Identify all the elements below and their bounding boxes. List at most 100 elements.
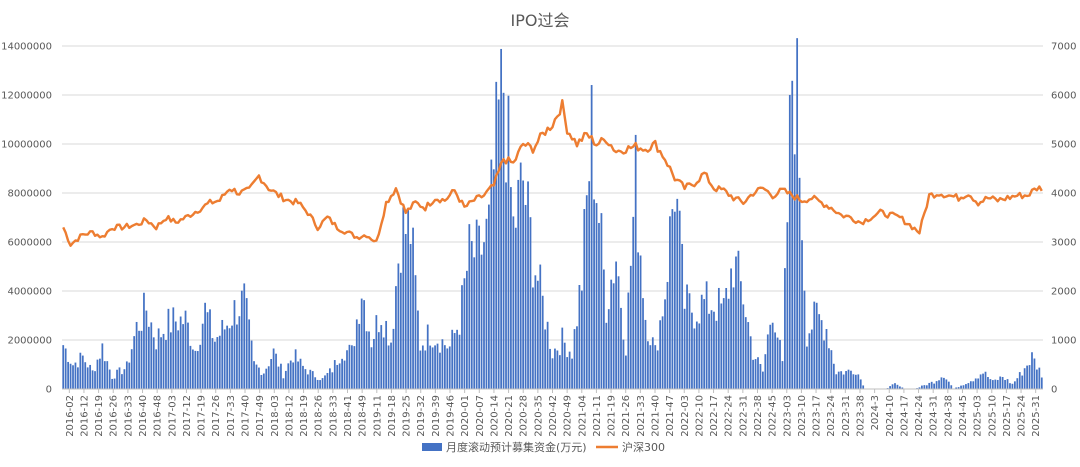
x-tick-label: 2017-49: [255, 395, 266, 437]
bar: [77, 367, 79, 389]
bar: [605, 322, 608, 389]
bar: [991, 380, 994, 389]
x-tick-label: 2017-33: [226, 395, 237, 437]
bar: [260, 374, 263, 389]
bar: [270, 359, 273, 389]
bar: [825, 329, 828, 389]
bar: [1016, 378, 1019, 389]
bar: [987, 377, 989, 389]
bar: [231, 325, 233, 389]
bar: [813, 301, 816, 389]
bar: [184, 310, 187, 389]
bar: [899, 386, 901, 389]
bar: [245, 298, 248, 389]
bar: [661, 316, 664, 389]
bar: [206, 312, 209, 389]
bar: [485, 218, 488, 389]
y-left-tick-label: 12000000: [1, 91, 52, 102]
x-tick-label: 2025-31: [1031, 395, 1042, 437]
bar: [615, 261, 617, 389]
bar: [923, 385, 926, 389]
bar: [664, 299, 666, 389]
bar: [1036, 369, 1038, 389]
bar: [412, 227, 414, 389]
x-tick-label: 2020-14: [489, 395, 500, 437]
bar: [111, 378, 114, 389]
bar: [771, 322, 774, 389]
bar: [167, 308, 170, 389]
bar: [187, 322, 189, 389]
x-tick-label: 2023-10: [797, 395, 808, 437]
bar: [762, 371, 764, 389]
bar: [490, 159, 493, 389]
bar: [91, 370, 94, 389]
bar: [708, 313, 710, 389]
bar: [125, 361, 128, 389]
x-tick-label: 2017-12: [182, 395, 193, 437]
x-tick-label: 2021-40: [650, 395, 661, 437]
bar: [505, 182, 507, 389]
bar: [365, 331, 368, 389]
bar: [456, 329, 458, 389]
bar: [275, 353, 277, 389]
x-tick-label: 2018-33: [328, 395, 339, 437]
bar: [1011, 383, 1014, 389]
x-tick-label: 2021-33: [636, 395, 647, 437]
bar: [583, 209, 586, 389]
bar: [700, 294, 703, 389]
bar: [309, 369, 312, 389]
x-tick-label: 2016-12: [79, 395, 90, 437]
bar: [563, 342, 566, 389]
bar: [832, 363, 835, 389]
bar: [742, 304, 745, 389]
legend: 月度滚动预计募集资金(万元) 沪深300: [422, 440, 665, 454]
bar: [798, 177, 801, 389]
bar: [375, 315, 378, 389]
x-tick-label: 2023-17: [812, 395, 823, 437]
bar: [859, 379, 862, 389]
bar: [152, 337, 155, 389]
bar: [1004, 380, 1006, 389]
x-tick-label: 2018-19: [299, 395, 310, 437]
bar: [360, 298, 363, 389]
bar: [79, 352, 82, 389]
x-tick-label: 2020-35: [533, 395, 544, 437]
bar: [216, 337, 219, 389]
bar: [688, 293, 691, 389]
bar: [497, 99, 500, 389]
y-left-tick-label: 6000000: [7, 238, 52, 249]
bar: [828, 348, 830, 389]
bar: [353, 346, 356, 389]
y-right-tick-label: 3000: [1051, 238, 1076, 249]
bar: [779, 339, 781, 389]
x-tick-label: 2016-02: [65, 395, 76, 437]
bar: [1013, 381, 1016, 389]
bar: [463, 278, 466, 389]
bar: [81, 355, 84, 389]
y-left-tick-label: 14000000: [1, 42, 52, 53]
bar: [1023, 368, 1026, 389]
bar: [698, 323, 701, 389]
bar: [676, 198, 679, 389]
bar: [544, 329, 547, 389]
bar: [850, 370, 852, 389]
bar: [373, 338, 375, 389]
bar: [845, 371, 847, 389]
x-tick-label: 2023-03: [782, 395, 793, 437]
bar: [649, 345, 652, 389]
x-tick-label: 2016-19: [94, 395, 105, 437]
x-tick-label: 2018-03: [270, 395, 281, 437]
x-tick-label: 2017-19: [197, 395, 208, 437]
bar: [470, 241, 473, 389]
bar: [551, 358, 554, 389]
bar: [754, 359, 757, 389]
bar: [1028, 365, 1031, 389]
bar: [233, 300, 236, 389]
bar: [1026, 365, 1028, 389]
bar: [634, 134, 637, 389]
bar: [483, 242, 485, 389]
bar: [370, 347, 373, 389]
bar: [214, 341, 216, 389]
bar: [69, 363, 72, 389]
bar: [319, 380, 321, 389]
